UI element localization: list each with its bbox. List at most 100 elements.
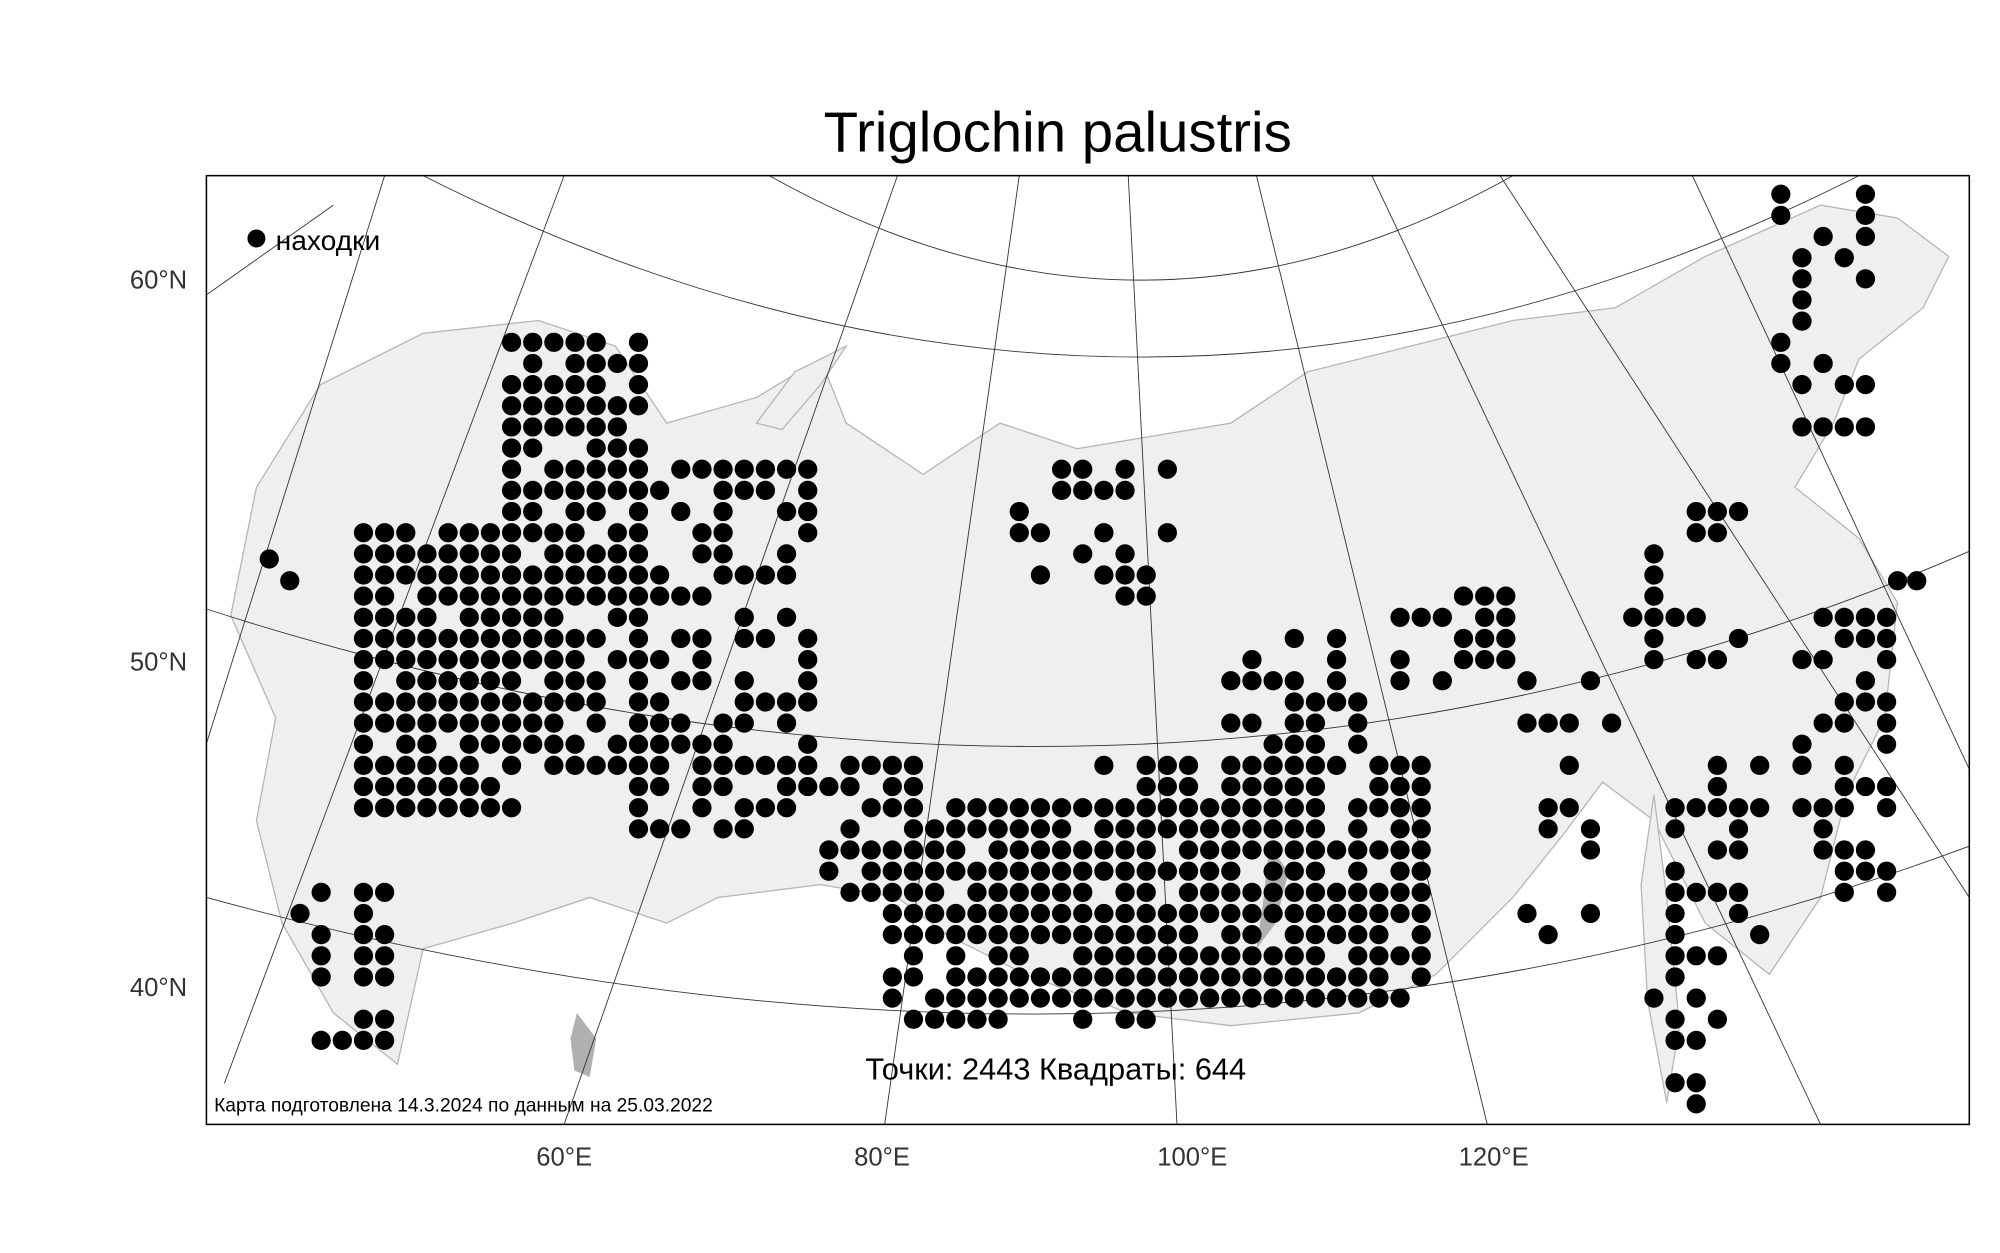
occurrence-dot bbox=[925, 903, 945, 924]
occurrence-dot bbox=[565, 671, 585, 691]
occurrence-dot bbox=[1073, 946, 1093, 966]
occurrence-dot bbox=[396, 734, 416, 754]
occurrence-dot bbox=[480, 523, 501, 543]
occurrence-dot bbox=[396, 628, 416, 649]
occurrence-dot bbox=[628, 480, 649, 501]
occurrence-dot bbox=[1876, 861, 1897, 881]
occurrence-dot bbox=[628, 671, 649, 691]
occurrence-dot bbox=[1009, 988, 1029, 1008]
meridian-160e bbox=[1499, 175, 1970, 898]
occurrence-dot bbox=[1876, 607, 1897, 627]
occurrence-dot bbox=[1284, 713, 1304, 733]
occurrence-dot bbox=[628, 713, 649, 733]
occurrence-dot bbox=[1538, 925, 1558, 945]
occurrence-dot bbox=[734, 607, 754, 627]
occurrence-dot bbox=[523, 628, 543, 649]
occurrence-dot bbox=[650, 734, 670, 754]
occurrence-dot bbox=[1390, 861, 1410, 881]
occurrence-dot bbox=[1157, 903, 1177, 924]
occurrence-dot bbox=[1834, 607, 1854, 627]
occurrence-dot bbox=[417, 671, 437, 691]
occurrence-dot bbox=[1887, 571, 1908, 591]
occurrence-dot bbox=[1390, 671, 1410, 691]
occurrence-dot bbox=[1263, 946, 1283, 966]
occurrence-dot bbox=[417, 692, 437, 712]
occurrence-dot bbox=[1326, 755, 1347, 776]
occurrence-dot bbox=[628, 798, 649, 818]
occurrence-dot bbox=[692, 586, 712, 606]
occurrence-dot bbox=[819, 861, 839, 881]
occurrence-dot bbox=[628, 565, 649, 585]
occurrence-dot bbox=[903, 798, 924, 818]
occurrence-dot bbox=[607, 544, 627, 564]
occurrence-dot bbox=[903, 882, 924, 902]
occurrence-dot bbox=[1051, 882, 1072, 902]
occurrence-dot bbox=[459, 650, 479, 670]
occurrence-dot bbox=[438, 798, 458, 818]
occurrence-dot bbox=[607, 734, 627, 754]
occurrence-dot bbox=[1094, 861, 1114, 881]
occurrence-dot bbox=[1221, 713, 1241, 733]
occurrence-dot bbox=[565, 544, 585, 564]
occurrence-dot bbox=[1136, 840, 1156, 860]
occurrence-dot bbox=[1157, 819, 1177, 839]
occurrence-dot bbox=[1390, 607, 1410, 627]
occurrence-dot bbox=[776, 755, 797, 776]
occurrence-dot bbox=[1284, 819, 1304, 839]
occurrence-dot bbox=[1792, 798, 1812, 818]
occurrence-dot bbox=[396, 776, 416, 797]
occurrence-dot bbox=[501, 501, 522, 522]
occurrence-dot bbox=[1326, 967, 1347, 987]
occurrence-dot bbox=[1728, 840, 1749, 860]
occurrence-dot bbox=[840, 755, 860, 776]
occurrence-dot bbox=[1580, 819, 1601, 839]
occurrence-dot bbox=[565, 332, 585, 352]
occurrence-dot bbox=[946, 967, 966, 987]
occurrence-dot bbox=[1263, 988, 1283, 1008]
occurrence-dot bbox=[1305, 882, 1326, 902]
occurrence-dot bbox=[671, 713, 691, 733]
occurrence-dot bbox=[1665, 798, 1685, 818]
occurrence-dot bbox=[1411, 798, 1431, 818]
occurrence-dot bbox=[1242, 988, 1262, 1008]
occurrence-dot bbox=[501, 417, 522, 437]
occurrence-dot bbox=[1813, 607, 1833, 627]
occurrence-dot bbox=[1115, 565, 1135, 585]
occurrence-dot bbox=[734, 692, 754, 712]
occurrence-dot bbox=[1750, 798, 1770, 818]
occurrence-dot bbox=[1073, 459, 1093, 479]
occurrence-dot bbox=[988, 946, 1008, 966]
occurrence-dot bbox=[692, 523, 712, 543]
occurrence-dot bbox=[501, 692, 522, 712]
occurrence-dot bbox=[480, 565, 501, 585]
occurrence-dot bbox=[353, 713, 374, 733]
occurrence-dot bbox=[882, 776, 902, 797]
occurrence-dot bbox=[734, 628, 754, 649]
occurrence-dot bbox=[459, 671, 479, 691]
occurrence-dot bbox=[523, 650, 543, 670]
occurrence-dot bbox=[1834, 628, 1854, 649]
occurrence-dot bbox=[1263, 861, 1283, 881]
occurrence-dot bbox=[1326, 903, 1347, 924]
occurrence-dot bbox=[840, 840, 860, 860]
occurrence-dot bbox=[1305, 988, 1326, 1008]
occurrence-dot bbox=[1221, 882, 1241, 902]
occurrence-dot bbox=[523, 438, 543, 458]
occurrence-dot bbox=[544, 375, 564, 395]
occurrence-dot bbox=[692, 544, 712, 564]
occurrence-dot bbox=[375, 523, 395, 543]
occurrence-dot bbox=[1665, 925, 1685, 945]
occurrence-dot bbox=[1411, 967, 1431, 987]
occurrence-dot bbox=[1115, 882, 1135, 902]
lat-label-50n: 50°N bbox=[130, 649, 187, 677]
meridian-80e bbox=[884, 175, 1020, 1125]
occurrence-dot bbox=[1369, 798, 1389, 818]
occurrence-dot bbox=[1178, 925, 1199, 945]
occurrence-dot bbox=[628, 692, 649, 712]
occurrence-dot bbox=[438, 671, 458, 691]
occurrence-dot bbox=[501, 459, 522, 479]
occurrence-dot bbox=[565, 755, 585, 776]
occurrence-dot bbox=[1200, 988, 1220, 1008]
occurrence-dot bbox=[1517, 713, 1537, 733]
occurrence-dot bbox=[1221, 840, 1241, 860]
